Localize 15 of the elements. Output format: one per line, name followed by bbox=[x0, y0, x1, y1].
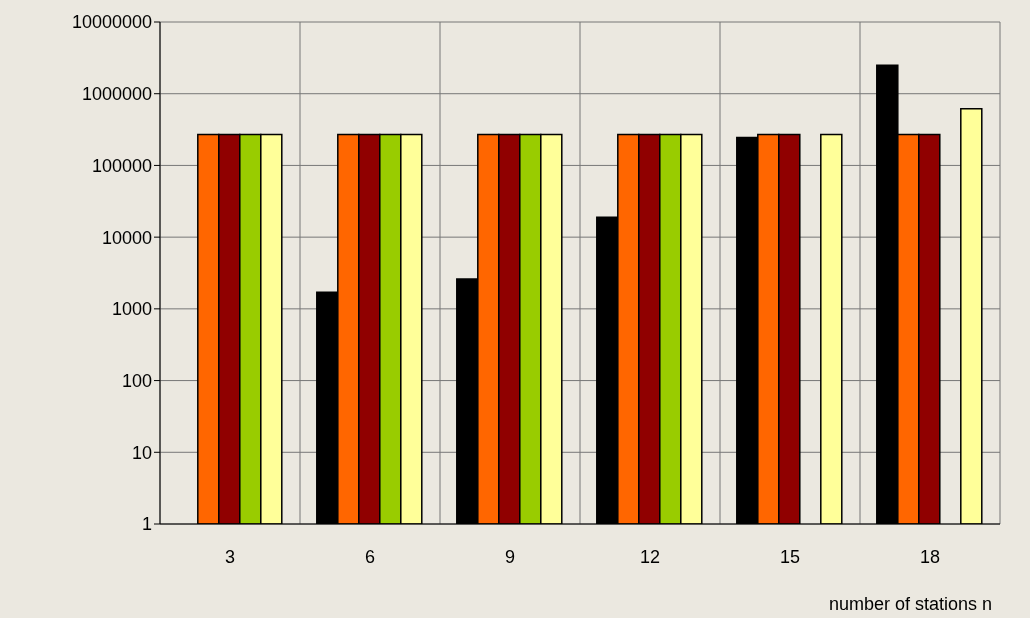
x-tick-label: 18 bbox=[919, 546, 941, 567]
y-tick-label: 1 bbox=[141, 514, 152, 535]
x-tick-label: 3 bbox=[224, 546, 236, 567]
y-tick-label: 10000 bbox=[101, 227, 152, 248]
x-tick-label: 6 bbox=[364, 546, 376, 567]
y-tick-label: 100000 bbox=[91, 155, 152, 176]
x-tick-label: 12 bbox=[639, 546, 661, 567]
x-tick-label: 15 bbox=[779, 546, 801, 567]
y-tick-label: 10 bbox=[131, 442, 152, 463]
y-tick-label: 1000 bbox=[111, 299, 152, 320]
x-axis-title: number of stations n bbox=[828, 594, 992, 614]
y-tick-label: 1000000 bbox=[81, 84, 152, 105]
x-tick-label: 9 bbox=[504, 546, 516, 567]
y-tick-label: 10000000 bbox=[71, 12, 152, 33]
y-tick-label: 100 bbox=[121, 370, 152, 391]
